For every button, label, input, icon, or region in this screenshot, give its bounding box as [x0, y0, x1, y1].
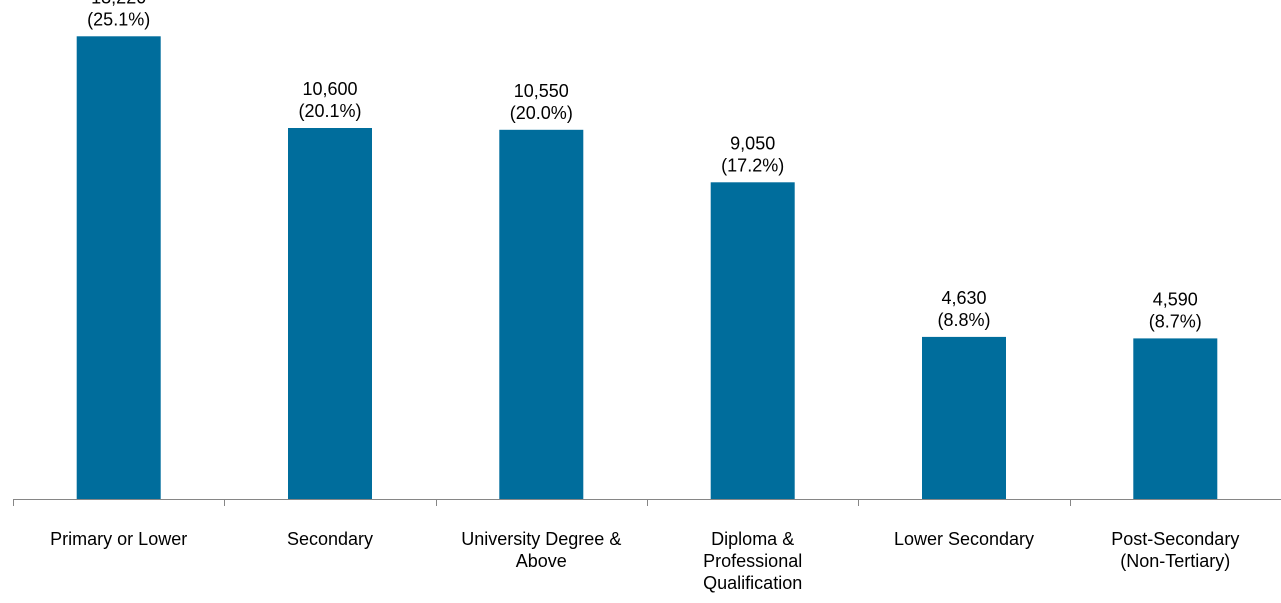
bar-value-label: 13,220 [91, 0, 146, 7]
bar-percent-label: (8.8%) [937, 310, 990, 330]
category-label: Post-Secondary (Non-Tertiary) [1111, 529, 1239, 571]
category-label: Diploma & Professional Qualification [703, 529, 802, 593]
bar [1133, 338, 1218, 499]
category-labels-group: Primary or Lower Secondary University Degr… [50, 529, 1239, 593]
bar [710, 182, 795, 500]
bar-value-label: 9,050 [730, 133, 775, 153]
bar-percent-label: (17.2%) [721, 155, 784, 175]
bar [288, 128, 372, 499]
bar [499, 129, 584, 500]
bar-percent-label: (25.1%) [87, 9, 150, 29]
bar-value-label: 10,600 [302, 79, 357, 99]
bar-value-label: 10,550 [514, 81, 569, 101]
category-label: Lower Secondary [894, 529, 1034, 549]
data-labels-group: 13,220 (25.1%) 10,600(20.1%) 10,550(20.0%) 9… [87, 0, 1202, 331]
x-axis [13, 499, 1281, 506]
category-label: Secondary [287, 529, 373, 549]
bar [76, 36, 161, 500]
bar-percent-label: (8.7%) [1149, 311, 1202, 331]
bar-percent-label: (20.0%) [510, 103, 573, 123]
bar-value-label: 4,590 [1153, 289, 1198, 309]
category-label: Primary or Lower [50, 529, 187, 549]
bars-group [76, 36, 1218, 500]
x-axis-ticks [13, 499, 1071, 506]
category-label: University Degree & Above [461, 529, 621, 571]
bar-percent-label: (20.1%) [298, 101, 361, 121]
bar [922, 336, 1006, 499]
bar-value-label: 4,630 [941, 288, 986, 308]
